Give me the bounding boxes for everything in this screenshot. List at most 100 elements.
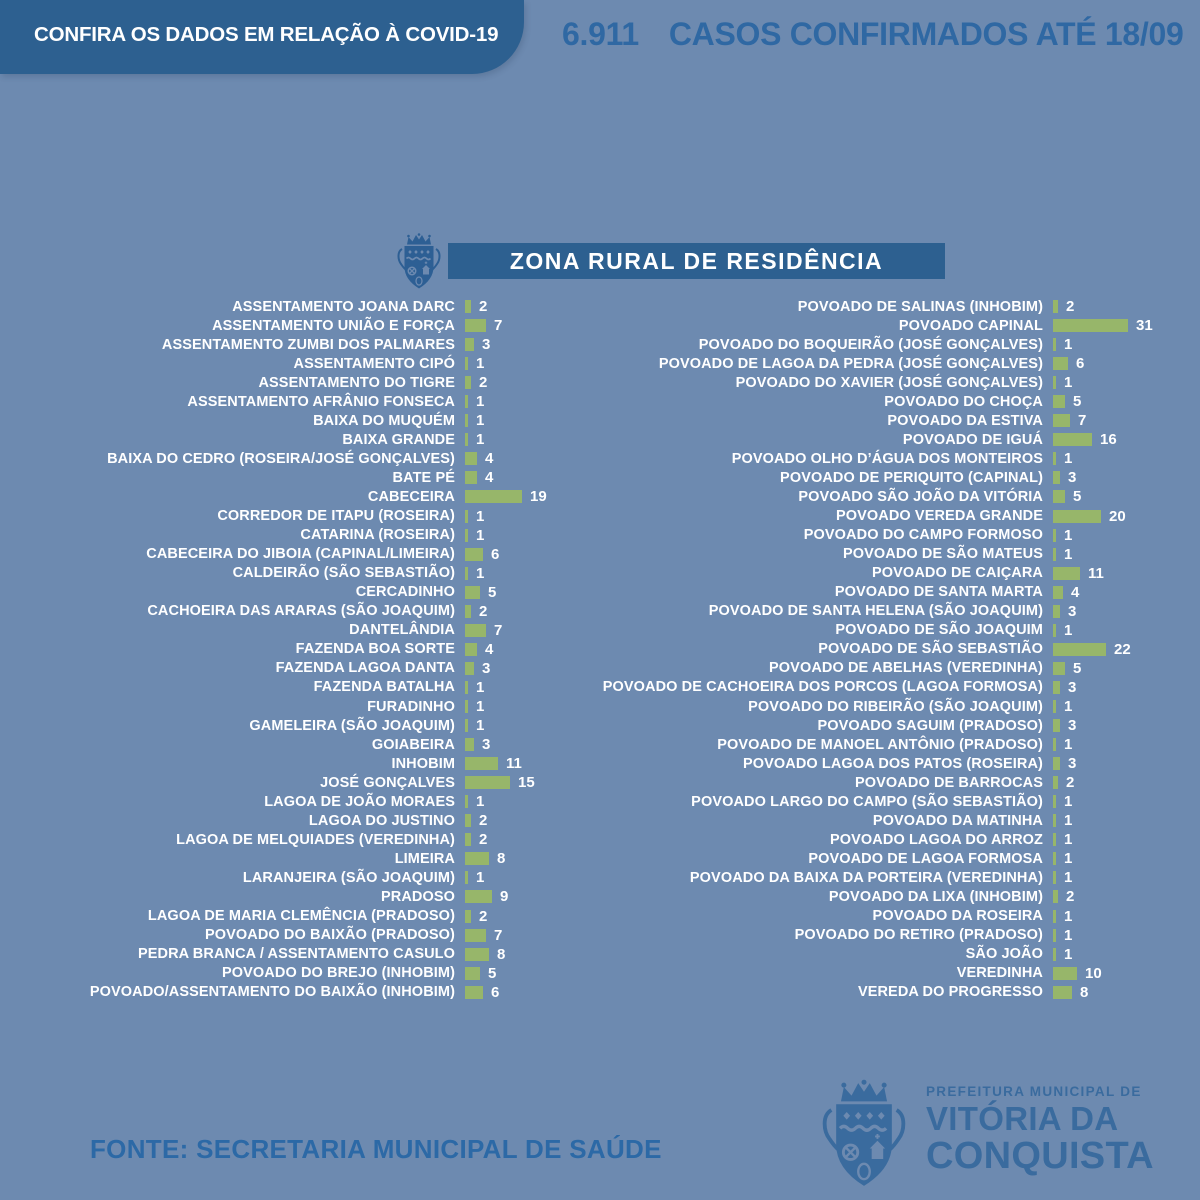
row-bar — [1053, 338, 1056, 352]
chart-row: PEDRA BRANCA / ASSENTAMENTO CASULO 8 — [28, 945, 593, 964]
row-bar-cell: 3 — [1053, 755, 1076, 772]
row-bar-cell: 5 — [1053, 393, 1081, 410]
row-bar — [1053, 738, 1056, 752]
city-hall-logo: PREFEITURA MUNICIPAL DE VITÓRIA DA CONQU… — [816, 1074, 1154, 1196]
row-value: 6 — [491, 983, 500, 1001]
chart-row: FAZENDA BOA SORTE 4 — [28, 640, 593, 659]
chart-row: PRADOSO 9 — [28, 887, 593, 906]
chart-row: INHOBIM 11 — [28, 754, 593, 773]
row-value: 1 — [476, 698, 485, 715]
row-label: LAGOA DE JOÃO MORAES — [264, 793, 455, 810]
row-bar — [465, 490, 522, 504]
row-value: 2 — [1066, 774, 1075, 792]
chart-row: SÃO JOÃO 1 — [540, 945, 1190, 964]
row-bar — [465, 585, 480, 599]
row-bar — [465, 719, 468, 733]
row-bar-cell: 2 — [465, 908, 487, 925]
row-value: 7 — [494, 317, 503, 335]
row-value: 1 — [1064, 450, 1073, 468]
row-label: POVOADO/ASSENTAMENTO DO BAIXÃO (INHOBIM) — [89, 984, 455, 1001]
chart-row: POVOADO LARGO DO CAMPO (SÃO SEBASTIÃO) 1 — [540, 792, 1190, 811]
chart-row: DANTELÂNDIA 7 — [28, 621, 593, 640]
row-value: 4 — [485, 450, 494, 468]
row-label: POVOADO LARGO DO CAMPO (SÃO SEBASTIÃO) — [691, 793, 1043, 810]
chart-row: POVOADO DO CAMPO FORMOSO 1 — [540, 526, 1190, 545]
chart-row: LIMEIRA 8 — [28, 849, 593, 868]
coat-of-arms-icon — [816, 1074, 912, 1196]
row-bar — [465, 509, 468, 523]
row-label: ASSENTAMENTO ZUMBI DOS PALMARES — [161, 336, 455, 353]
row-bar-cell: 3 — [1053, 679, 1076, 696]
row-label: POVOADO DE SÃO SEBASTIÃO — [818, 641, 1043, 658]
row-bar — [1053, 661, 1065, 675]
chart-row: ASSENTAMENTO UNIÃO E FORÇA 7 — [28, 316, 593, 335]
row-value: 2 — [479, 812, 488, 830]
row-value: 4 — [1071, 583, 1080, 601]
row-value: 8 — [497, 945, 506, 963]
row-bar-cell: 8 — [1053, 984, 1088, 1001]
row-value: 11 — [1088, 564, 1104, 582]
row-bar — [465, 985, 483, 999]
row-bar — [1053, 623, 1056, 637]
logo-line-3: CONQUISTA — [926, 1134, 1154, 1177]
chart-column: ASSENTAMENTO JOANA DARC 2 ASSENTAMENTO UNI… — [28, 297, 593, 1002]
chart-row: ASSENTAMENTO CIPÓ 1 — [28, 354, 593, 373]
row-bar-cell: 7 — [465, 317, 502, 334]
row-bar — [1053, 757, 1060, 771]
row-label: VEREDA DO PROGRESSO — [857, 984, 1043, 1001]
chart-row: POVOADO DE LAGOA DA PEDRA (JOSÉ GONÇALVE… — [540, 354, 1190, 373]
row-value: 19 — [530, 488, 547, 506]
row-label: POVOADO DO BOQUEIRÃO (JOSÉ GONÇALVES) — [698, 336, 1043, 353]
row-bar — [465, 871, 468, 885]
row-label: VEREDINHA — [956, 965, 1043, 982]
row-value: 7 — [494, 621, 503, 639]
confirmed-label: CASOS CONFIRMADOS ATÉ 18/09 — [668, 16, 1184, 52]
row-bar-cell: 19 — [465, 488, 547, 505]
row-bar — [465, 452, 477, 466]
row-bar — [1053, 814, 1056, 828]
row-label: POVOADO OLHO D’ÁGUA DOS MONTEIROS — [731, 450, 1043, 467]
row-bar — [465, 338, 474, 352]
row-bar-cell: 1 — [465, 412, 484, 429]
row-bar — [1053, 300, 1058, 314]
row-value: 10 — [1085, 964, 1102, 982]
chart-row: LAGOA DE JOÃO MORAES 1 — [28, 792, 593, 811]
row-label: DANTELÂNDIA — [349, 622, 455, 639]
row-value: 3 — [1068, 602, 1077, 620]
chart-row: BAIXA GRANDE 1 — [28, 430, 593, 449]
chart-row: POVOADO DO RIBEIRÃO (SÃO JOAQUIM) 1 — [540, 697, 1190, 716]
row-bar-cell: 6 — [1053, 355, 1084, 372]
row-label: CORREDOR DE ITAPU (ROSEIRA) — [217, 508, 455, 525]
row-bar — [1053, 947, 1056, 961]
row-label: LIMEIRA — [394, 850, 455, 867]
top-banner: CONFIRA OS DADOS EM RELAÇÃO À COVID-19 — [0, 0, 524, 74]
row-value: 2 — [1066, 888, 1075, 906]
row-label: POVOADO CAPINAL — [898, 317, 1043, 334]
row-value: 15 — [518, 774, 535, 792]
row-bar — [1053, 833, 1056, 847]
chart-row: POVOADO DA ROSEIRA 1 — [540, 907, 1190, 926]
chart-row: CACHOEIRA DAS ARARAS (SÃO JOAQUIM) 2 — [28, 602, 593, 621]
row-label: POVOADO DE SANTA MARTA — [834, 584, 1043, 601]
row-value: 3 — [1068, 469, 1077, 487]
chart-row: POVOADO DO BOQUEIRÃO (JOSÉ GONÇALVES) 1 — [540, 335, 1190, 354]
row-value: 1 — [1064, 621, 1073, 639]
row-label: POVOADO DO CAMPO FORMOSO — [803, 527, 1043, 544]
chart-row: POVOADO DE CAIÇARA 11 — [540, 564, 1190, 583]
row-bar-cell: 16 — [1053, 431, 1117, 448]
row-bar — [465, 909, 471, 923]
row-label: ASSENTAMENTO CIPÓ — [293, 355, 455, 372]
chart-row: POVOADO DA BAIXA DA PORTEIRA (VEREDINHA)… — [540, 868, 1190, 887]
chart-row: POVOADO OLHO D’ÁGUA DOS MONTEIROS 1 — [540, 449, 1190, 468]
row-value: 5 — [488, 583, 497, 601]
row-bar-cell: 1 — [1053, 336, 1072, 353]
row-bar — [1053, 414, 1070, 428]
chart-row: GOIABEIRA 3 — [28, 735, 593, 754]
row-label: POVOADO DE MANOEL ANTÔNIO (PRADOSO) — [717, 736, 1043, 753]
row-value: 1 — [476, 507, 485, 525]
row-value: 3 — [1068, 755, 1077, 773]
row-value: 31 — [1136, 317, 1153, 335]
row-value: 1 — [1064, 698, 1073, 715]
row-bar-cell: 1 — [1053, 869, 1072, 886]
row-value: 1 — [476, 393, 485, 411]
